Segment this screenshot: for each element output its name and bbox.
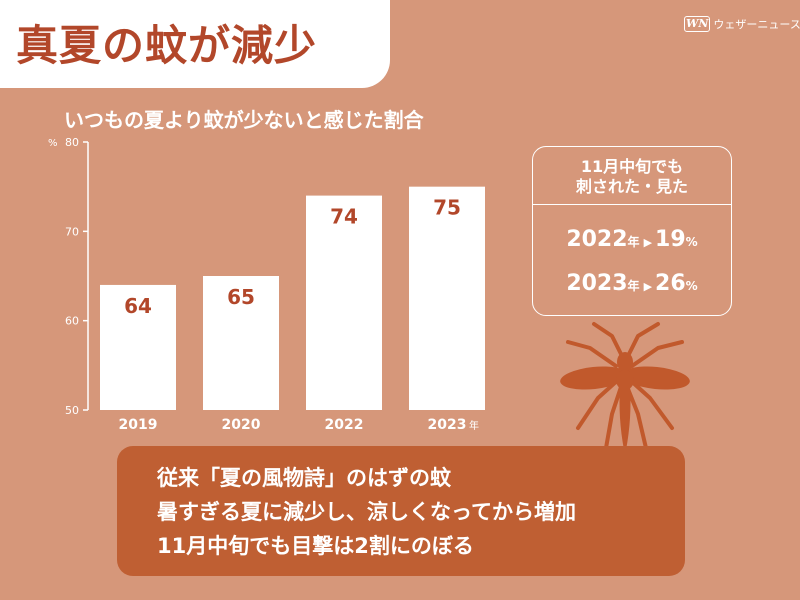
info-value-unit: % — [685, 235, 698, 249]
mosquito-icon — [560, 322, 690, 450]
info-year-unit: 年 — [627, 235, 640, 249]
info-row-2023: 2023年 ▶ 26% — [533, 271, 731, 296]
info-heading: 11月中旬でも 刺された・見た — [533, 147, 731, 205]
bar — [409, 186, 485, 410]
arrow-right-icon: ▶ — [643, 236, 653, 249]
bar-chart: 50 60 70 80% 64 2019 65 2020 74 2022 75 2023 年 — [48, 136, 485, 433]
page-title: 真夏の蚊が減少 — [16, 21, 318, 70]
x-tick-label: 2020 — [222, 417, 261, 433]
info-year: 2022 — [566, 227, 628, 252]
x-tick-label: 2019 — [119, 417, 158, 433]
data-label: 64 — [124, 294, 152, 318]
arrow-right-icon: ▶ — [643, 280, 653, 293]
title-panel: 真夏の蚊が減少 — [0, 0, 390, 88]
info-heading-line1: 11月中旬でも — [580, 157, 684, 176]
info-row-2022: 2022年 ▶ 19% — [533, 227, 731, 252]
chart-title: いつもの夏より蚊が少ないと感じた割合 — [64, 108, 424, 132]
brand-name: ウェザーニュース — [713, 18, 800, 31]
data-label: 75 — [433, 196, 461, 220]
info-value: 19 — [655, 227, 686, 252]
info-value-unit: % — [685, 279, 698, 293]
y-tick-label: 80 — [65, 136, 79, 149]
message-line-1: 従来「夏の風物詩」のはずの蚊 — [157, 466, 451, 490]
bar — [100, 284, 176, 410]
info-year: 2023 — [566, 271, 628, 296]
info-heading-line2: 刺された・見た — [575, 177, 688, 196]
x-unit-label: 年 — [469, 419, 479, 432]
y-tick-label: 50 — [65, 404, 79, 417]
message-box: 従来「夏の風物詩」のはずの蚊 暑すぎる夏に減少し、涼しくなってから増加 11月中… — [117, 446, 685, 576]
message-line-2: 暑すぎる夏に減少し、涼しくなってから増加 — [157, 500, 576, 524]
data-label: 65 — [227, 285, 255, 309]
data-label: 74 — [330, 205, 358, 229]
info-value: 26 — [655, 271, 686, 296]
bar — [306, 195, 382, 410]
bar — [203, 276, 279, 410]
x-tick-label: 2022 — [325, 417, 364, 433]
message-line-3: 11月中旬でも目撃は2割にのぼる — [157, 534, 474, 558]
y-unit-label: % — [48, 138, 58, 149]
y-tick-label: 60 — [65, 315, 79, 328]
x-tick-label: 2023 — [428, 417, 467, 433]
brand-mark-icon: WN — [684, 16, 711, 32]
info-year-unit: 年 — [627, 279, 640, 293]
info-box: 11月中旬でも 刺された・見た 2022年 ▶ 19% 2023年 ▶ 26% — [532, 146, 732, 316]
y-tick-label: 70 — [65, 225, 79, 238]
brand-logo: WN ウェザーニュース — [684, 16, 800, 32]
